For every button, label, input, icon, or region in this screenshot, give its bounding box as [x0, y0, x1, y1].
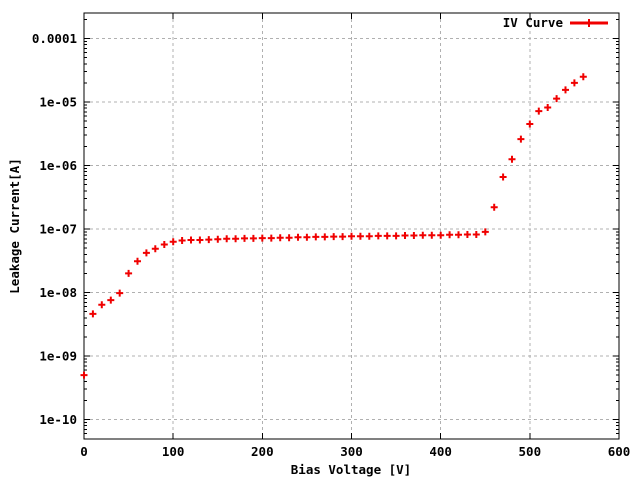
data-point-marker	[455, 231, 462, 239]
plot-border	[83, 12, 620, 440]
data-point-marker	[419, 231, 427, 239]
data-point-marker	[303, 233, 311, 241]
data-point-marker	[196, 236, 204, 244]
data-point-marker	[249, 234, 257, 242]
data-point-marker	[365, 232, 373, 240]
data-point-marker	[169, 238, 177, 246]
data-point-marker	[294, 233, 302, 241]
data-point-marker	[142, 249, 150, 257]
data-point-marker	[134, 257, 141, 265]
data-point-marker	[178, 237, 186, 244]
x-axis-title: Bias Voltage [V]	[291, 462, 411, 477]
x-tick-label: 400	[429, 444, 452, 459]
data-point-marker	[579, 73, 587, 81]
data-point-marker	[160, 241, 168, 248]
data-point-marker	[107, 296, 115, 304]
data-point-marker	[446, 231, 454, 239]
y-tick-label: 0.0001	[32, 31, 77, 46]
data-point-marker	[267, 234, 275, 242]
y-tick-label: 1e-08	[39, 285, 77, 300]
x-tick-label: 200	[251, 444, 274, 459]
data-point-marker	[481, 228, 489, 236]
data-point-marker	[463, 231, 471, 238]
data-point-marker	[232, 235, 240, 243]
x-tick-label: 0	[80, 444, 88, 459]
data-point-marker	[339, 233, 347, 241]
data-point-marker	[116, 289, 124, 297]
data-point-marker	[348, 232, 355, 240]
legend-plus-marker-icon	[585, 19, 593, 27]
data-point-marker	[437, 231, 445, 239]
x-tick-label: 300	[340, 444, 363, 459]
y-tick-label: 1e-05	[39, 95, 77, 110]
data-point-marker	[517, 135, 525, 143]
y-tick-label: 1e-07	[39, 222, 77, 237]
data-point-marker	[490, 203, 498, 211]
data-point-marker	[526, 120, 534, 128]
y-tick-label: 1e-10	[39, 412, 77, 427]
data-point-marker	[125, 269, 133, 277]
grid-layer	[84, 13, 619, 439]
data-point-marker	[258, 234, 266, 242]
data-point-marker	[383, 232, 391, 240]
data-point-marker	[330, 233, 338, 241]
data-point-marker	[401, 232, 409, 239]
data-point-marker	[285, 234, 293, 242]
data-point-marker	[499, 173, 507, 181]
data-point-marker	[392, 232, 400, 240]
data-point-marker	[187, 236, 195, 244]
data-point-marker	[89, 310, 97, 318]
tick-labels-layer: 0.0001 1e-05 1e-06 1e-07 1e-08 1e-09 1e-10 0 100…	[32, 31, 630, 459]
data-point-marker	[508, 155, 516, 163]
data-point-marker	[312, 233, 320, 241]
data-point-marker	[214, 235, 222, 243]
data-points-layer	[80, 73, 587, 379]
data-point-marker	[241, 234, 248, 242]
y-axis-title: Leakage Current[A]	[7, 158, 22, 293]
y-tick-label: 1e-06	[39, 158, 77, 173]
data-point-marker	[544, 104, 552, 111]
data-point-marker	[535, 107, 543, 115]
data-point-marker	[562, 86, 569, 94]
data-point-marker	[553, 95, 561, 103]
data-point-marker	[98, 301, 106, 309]
data-point-marker	[205, 236, 213, 244]
data-point-marker	[223, 235, 231, 243]
data-point-marker	[151, 245, 159, 253]
data-point-marker	[570, 79, 578, 87]
data-point-marker	[356, 232, 364, 240]
data-point-marker	[276, 234, 284, 242]
data-point-marker	[80, 371, 88, 379]
x-tick-label: 500	[519, 444, 542, 459]
data-point-marker	[410, 232, 418, 239]
legend: IV Curve	[503, 15, 608, 30]
data-point-marker	[428, 231, 436, 239]
data-point-marker	[374, 232, 382, 240]
data-point-marker	[321, 233, 329, 241]
data-point-marker	[472, 231, 480, 238]
legend-label: IV Curve	[503, 15, 564, 30]
x-tick-label: 100	[162, 444, 185, 459]
y-tick-label: 1e-09	[39, 349, 77, 364]
x-tick-label: 600	[608, 444, 631, 459]
